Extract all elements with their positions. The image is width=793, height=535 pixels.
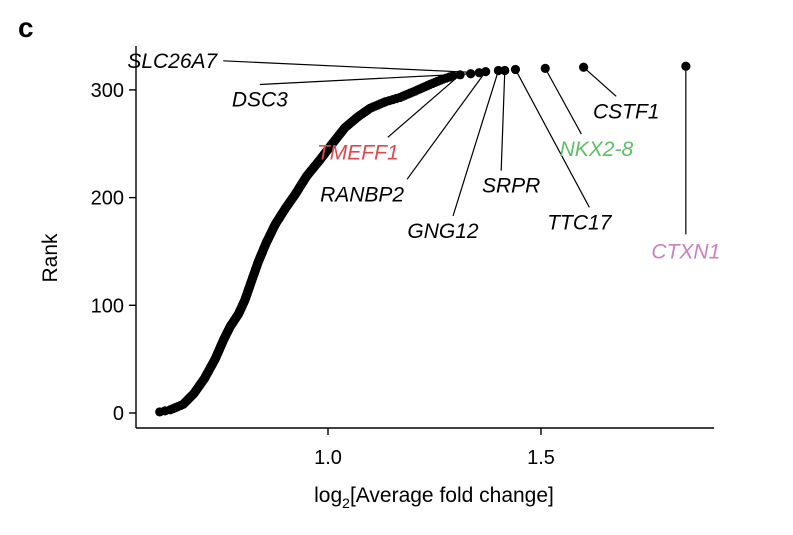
gene-label-srpr: SRPR [482,175,540,198]
data-point [448,71,458,81]
leader-line [544,68,582,135]
x-tick-label: 1.0 [314,447,342,469]
x-axis-label-subscript: 2 [342,495,350,511]
leader-line [223,60,480,74]
x-axis-label: log2[Average fold change] [314,484,554,511]
gene-label-dsc3: DSC3 [232,89,288,112]
gene-label-gng12: GNG12 [407,220,479,243]
gene-label-nkx2-8: NKX2-8 [560,138,634,161]
leader-line [387,74,461,138]
y-tick-label: 100 [91,295,124,317]
gene-label-tmeff1: TMEFF1 [317,141,399,164]
axes: 0 100 200 300 1.0 1.5 [91,46,714,469]
panel-letter: c [18,12,34,43]
x-axis-label-rest: [Average fold change] [350,484,554,507]
leader-line [452,70,499,217]
gene-label-ctxn1: CTXN1 [651,240,720,263]
leader-line [259,73,471,86]
y-tick-label: 300 [91,80,124,102]
x-axis-label-main: log [314,484,342,507]
leader-line [500,70,506,171]
x-tick-label: 1.5 [527,447,555,469]
y-tick-label: 200 [91,188,124,210]
y-tick-label: 0 [113,403,124,425]
gene-label-ttc17: TTC17 [547,211,613,234]
y-axis-label: Rank [39,233,62,283]
gene-label-ranbp2: RANBP2 [320,183,404,206]
gene-label-cstf1: CSTF1 [593,100,660,123]
leader-line [583,66,617,97]
gene-label-slc26a7: SLC26A7 [127,50,218,73]
leader-line [514,69,590,208]
points-layer [155,61,691,417]
leader-line [406,71,487,180]
